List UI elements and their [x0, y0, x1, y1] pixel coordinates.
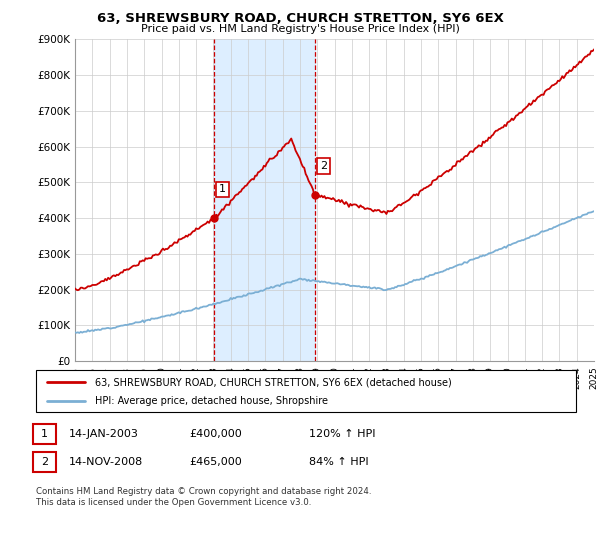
Text: 14-NOV-2008: 14-NOV-2008 [69, 457, 143, 467]
Text: 14-JAN-2003: 14-JAN-2003 [69, 429, 139, 439]
Bar [214, 39, 315, 361]
Text: 63, SHREWSBURY ROAD, CHURCH STRETTON, SY6 6EX (detached house): 63, SHREWSBURY ROAD, CHURCH STRETTON, SY… [95, 377, 452, 387]
Text: HPI: Average price, detached house, Shropshire: HPI: Average price, detached house, Shro… [95, 396, 328, 406]
Text: 120% ↑ HPI: 120% ↑ HPI [309, 429, 376, 439]
Text: 84% ↑ HPI: 84% ↑ HPI [309, 457, 368, 467]
Text: 63, SHREWSBURY ROAD, CHURCH STRETTON, SY6 6EX: 63, SHREWSBURY ROAD, CHURCH STRETTON, SY… [97, 12, 503, 25]
FancyBboxPatch shape [36, 370, 576, 412]
Text: £400,000: £400,000 [189, 429, 242, 439]
Text: 2: 2 [41, 457, 48, 467]
Text: 2: 2 [320, 161, 327, 171]
Text: Price paid vs. HM Land Registry's House Price Index (HPI): Price paid vs. HM Land Registry's House … [140, 24, 460, 34]
Text: 1: 1 [219, 184, 226, 194]
Text: £465,000: £465,000 [189, 457, 242, 467]
Text: Contains HM Land Registry data © Crown copyright and database right 2024.
This d: Contains HM Land Registry data © Crown c… [36, 487, 371, 507]
Text: 1: 1 [41, 429, 48, 439]
